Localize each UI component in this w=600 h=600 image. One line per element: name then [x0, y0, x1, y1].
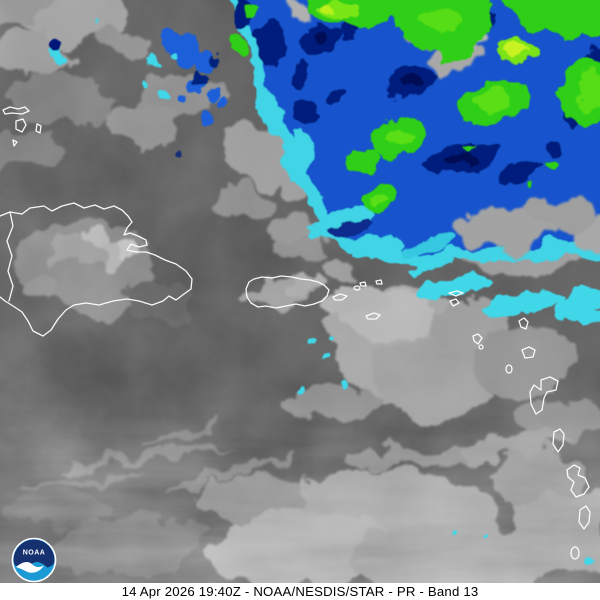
- noaa-logo-sky: [13, 539, 55, 568]
- caption-bar: 14 Apr 2026 19:40Z - NOAA/NESDIS/STAR - …: [0, 583, 600, 600]
- sensor-grain-overlay: [0, 0, 600, 583]
- noaa-logo: NOAA: [11, 537, 57, 583]
- caption-text: 14 Apr 2026 19:40Z - NOAA/NESDIS/STAR - …: [121, 584, 479, 599]
- noaa-gull-icon: [16, 561, 44, 573]
- noaa-logo-text: NOAA: [23, 550, 46, 557]
